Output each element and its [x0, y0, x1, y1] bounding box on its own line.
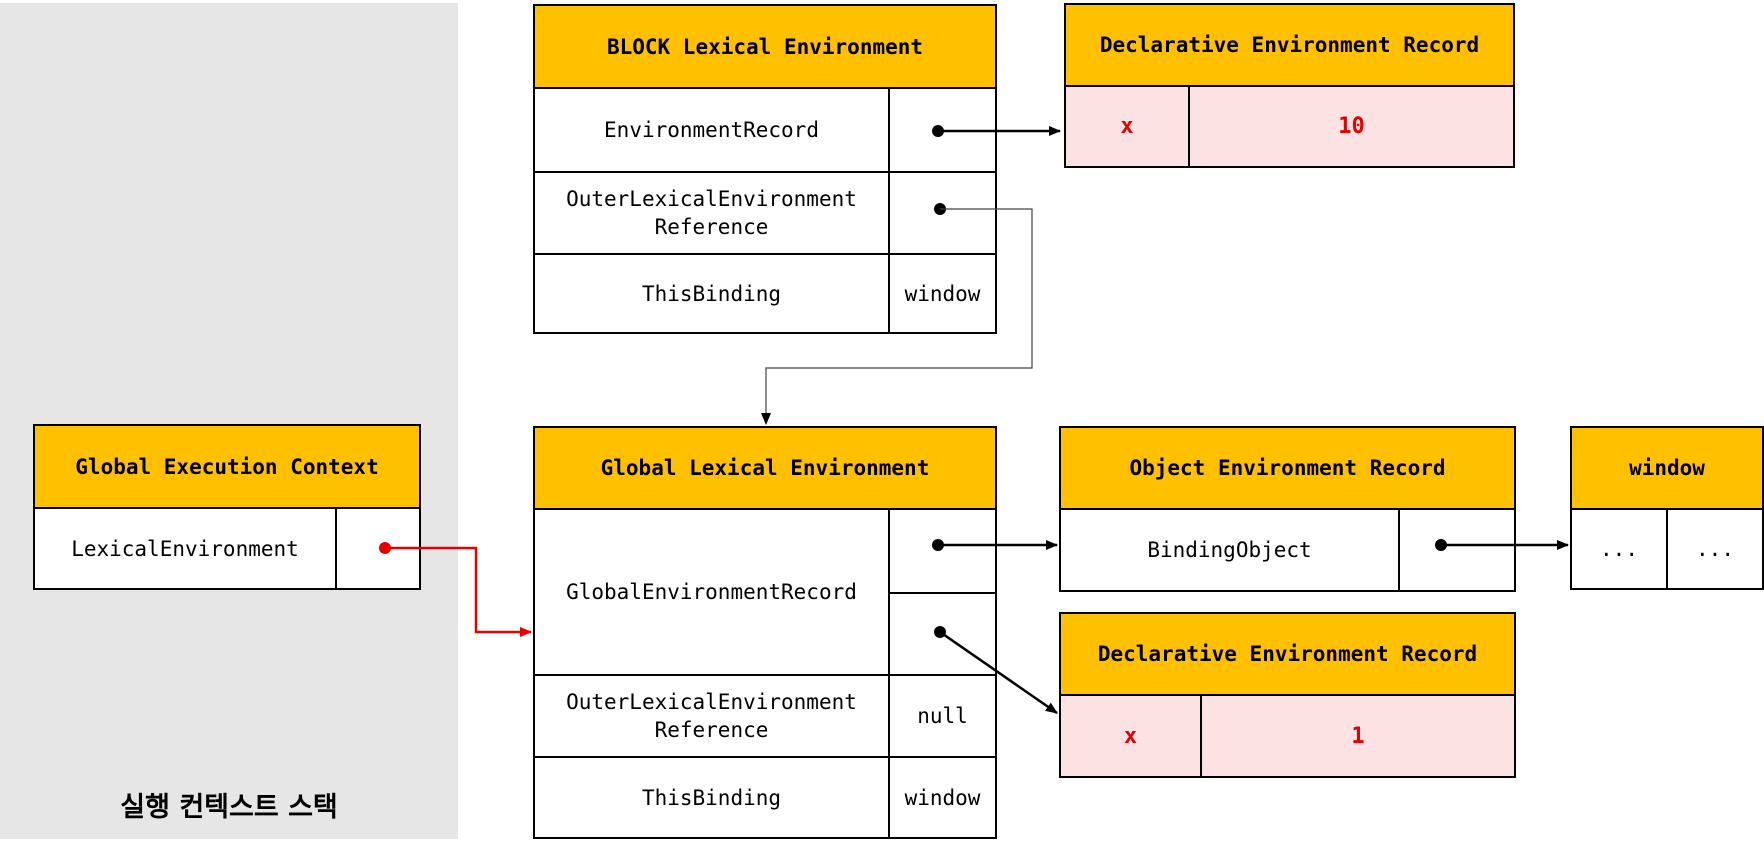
global-outer-reference-label-line2: Reference: [654, 718, 769, 742]
lexical-environment-label: LexicalEnvironment: [35, 509, 337, 588]
global-lexical-environment: Global Lexical Environment GlobalEnviron…: [533, 426, 997, 839]
global-declarative-record-title: Declarative Environment Record: [1061, 614, 1514, 696]
global-environment-record-label: GlobalEnvironmentRecord: [535, 510, 890, 674]
block-outer-reference-label-line1: OuterLexicalEnvironment: [566, 187, 857, 211]
global-execution-context: Global Execution Context LexicalEnvironm…: [33, 424, 421, 590]
global-lexical-environment-title: Global Lexical Environment: [535, 428, 995, 510]
block-outer-reference-pointer-cell: [890, 171, 995, 253]
block-lexical-environment: BLOCK Lexical Environment EnvironmentRec…: [533, 4, 997, 334]
block-outer-reference-label-line2: Reference: [654, 215, 769, 239]
object-environment-record-title: Object Environment Record: [1061, 428, 1514, 510]
block-this-binding-label: ThisBinding: [535, 253, 890, 332]
global-declarative-record-value: 1: [1202, 696, 1514, 776]
block-this-binding-value: window: [890, 253, 995, 332]
block-outer-reference-arrow: [761, 203, 1033, 425]
block-declarative-record-name: x: [1066, 87, 1190, 166]
stack-label: 실행 컨텍스트 스택: [120, 792, 338, 823]
global-declarative-environment-record: Declarative Environment Record x 1: [1059, 612, 1516, 778]
global-execution-context-title: Global Execution Context: [35, 426, 419, 509]
block-outer-reference-label: OuterLexicalEnvironment Reference: [535, 171, 890, 253]
window-object-cell: ...: [1572, 510, 1668, 588]
object-record-arrow: [932, 539, 1058, 551]
lexical-environment-arrow: [379, 542, 532, 637]
global-outer-reference-label: OuterLexicalEnvironment Reference: [535, 674, 890, 756]
block-declarative-record-value: 10: [1190, 87, 1513, 166]
binding-object-label: BindingObject: [1061, 510, 1400, 590]
block-declarative-environment-record: Declarative Environment Record x 10: [1064, 3, 1515, 168]
global-outer-reference-label-line1: OuterLexicalEnvironment: [566, 690, 857, 714]
block-declarative-record-title: Declarative Environment Record: [1066, 5, 1513, 87]
global-outer-reference-value: null: [890, 674, 995, 756]
global-this-binding-label: ThisBinding: [535, 756, 890, 837]
window-object-title: window: [1572, 428, 1762, 510]
block-lexical-environment-title: BLOCK Lexical Environment: [535, 6, 995, 89]
global-declarative-record-arrow: [934, 626, 1058, 715]
block-environment-record-arrow: [932, 125, 1061, 137]
window-object-cell: ...: [1696, 537, 1734, 561]
object-environment-record: Object Environment Record BindingObject: [1059, 426, 1516, 592]
binding-object-arrow: [1435, 539, 1569, 551]
global-this-binding-value: window: [890, 756, 995, 837]
block-environment-record-label: EnvironmentRecord: [535, 89, 890, 171]
global-declarative-record-name: x: [1061, 696, 1202, 776]
execution-context-stack: [0, 3, 458, 839]
global-declarative-record-pointer-cell: [890, 592, 995, 674]
window-object: window ... ...: [1570, 426, 1764, 590]
